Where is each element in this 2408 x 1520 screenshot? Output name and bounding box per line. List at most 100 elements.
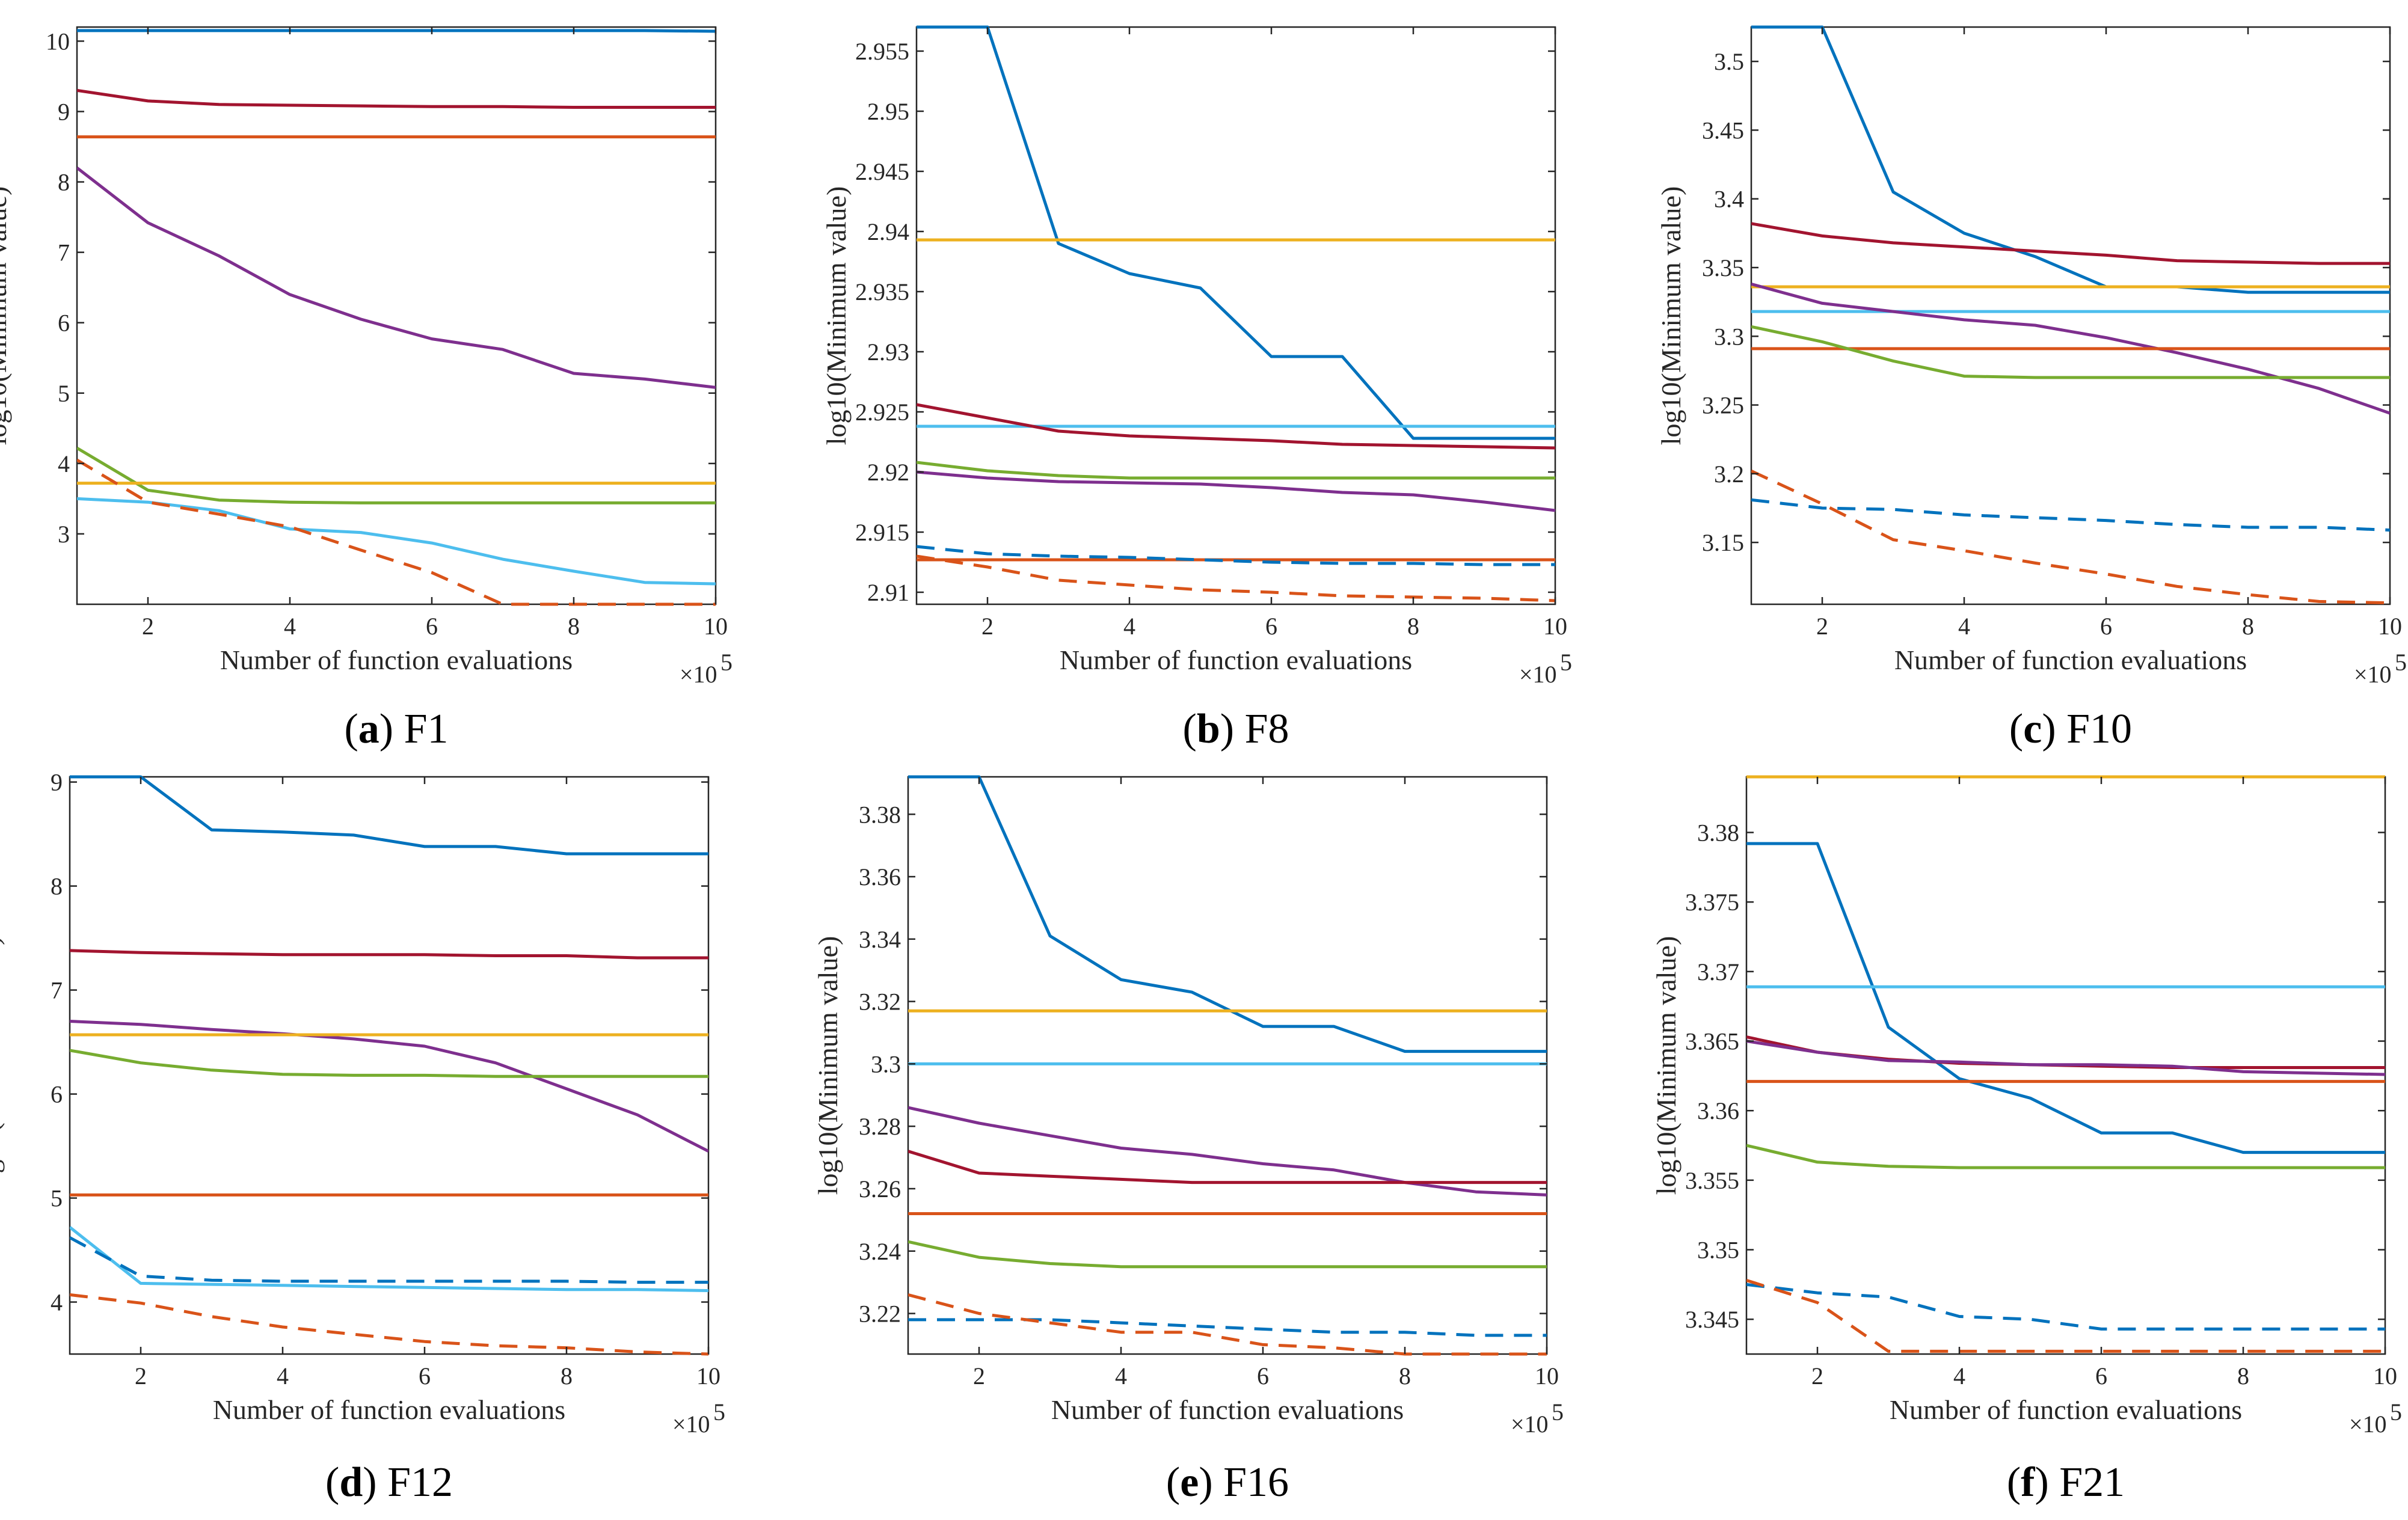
x-multiplier: ×10	[1519, 661, 1557, 688]
y-tick-label: 3.24	[859, 1238, 901, 1265]
series-line-green	[77, 446, 716, 504]
y-tick-label: 2.95	[867, 98, 909, 125]
x-axis-label: Number of function evaluations	[1890, 1394, 2242, 1425]
x-tick-label: 2	[1816, 613, 1828, 640]
y-tick-label: 2.92	[867, 459, 909, 486]
y-tick-label: 5	[58, 380, 70, 407]
x-tick-label: 4	[1958, 613, 1970, 640]
caption-letter: f	[2021, 1459, 2035, 1506]
x-tick-label: 8	[1407, 613, 1419, 640]
x-axis-label: Number of function evaluations	[220, 645, 573, 675]
x-exponent: 5	[2390, 1399, 2402, 1426]
series-line-dark_red	[1751, 222, 2390, 265]
series-line-green	[917, 461, 1555, 480]
y-axis-label: log10(Minimum value)	[1651, 936, 1682, 1195]
y-tick-label: 3.35	[1702, 254, 1744, 281]
x-tick-label: 4	[284, 613, 296, 640]
x-axis-label: Number of function evaluations	[213, 1394, 565, 1425]
x-tick-label: 2	[973, 1362, 985, 1390]
y-tick-label: 3.375	[1685, 889, 1739, 916]
x-multiplier: ×10	[1511, 1411, 1549, 1438]
x-tick-label: 8	[2242, 613, 2254, 640]
series-line-dark_red	[70, 949, 708, 960]
series-line-purple	[917, 470, 1555, 512]
series-line-blue	[1746, 842, 2385, 1154]
series-line-blue-dashed	[1746, 1282, 2385, 1331]
series-line-blue	[70, 775, 708, 856]
chart-panel-e: 2 4 6 8 10 3.22 3.24 3.26 3.28 3.3 3.32 3.34 3.36 3.3…	[812, 775, 1564, 1506]
panel-caption: (a) F1	[344, 706, 448, 752]
y-tick-label: 3.36	[1697, 1097, 1739, 1124]
y-tick-label: 3.3	[1714, 323, 1744, 350]
series-line-orange-dashed	[1746, 1279, 2385, 1353]
x-tick-label: 4	[1953, 1362, 1965, 1390]
y-tick-label: 6	[51, 1081, 63, 1108]
series-line-purple	[70, 1020, 708, 1153]
y-tick-label: 4	[58, 450, 70, 477]
y-tick-label: 7	[58, 239, 70, 266]
y-tick-label: 2.945	[855, 158, 909, 185]
series-line-orange-dashed	[77, 458, 716, 606]
y-axis-label: log10(Minimum value)	[821, 186, 852, 446]
panel-caption: (d) F12	[325, 1459, 453, 1506]
x-tick-label: 6	[2095, 1362, 2107, 1390]
chart-panel-a: 2 4 6 8 10 3 4 5 6 7 8 9 10 Number of function evalua…	[0, 26, 733, 752]
x-multiplier: ×10	[2349, 1411, 2387, 1438]
caption-letter: a	[358, 706, 379, 752]
series-line-orange-dashed	[70, 1293, 708, 1356]
plot-area	[76, 26, 717, 605]
series-line-blue	[1751, 25, 2390, 294]
chart-panel-c: 2 4 6 8 10 3.15 3.2 3.25 3.3 3.35 3.4 3.45 3.5 Number…	[1656, 25, 2407, 752]
y-tick-label: 9	[51, 769, 63, 796]
y-tick-label: 2.91	[867, 579, 909, 606]
series-line-light_blue	[77, 497, 716, 586]
caption-letter: e	[1180, 1459, 1199, 1506]
caption-function: F16	[1223, 1459, 1289, 1506]
y-tick-label: 3	[58, 521, 70, 548]
y-tick-label: 7	[51, 977, 63, 1004]
y-tick-label: 3.32	[859, 988, 901, 1016]
caption-function: F21	[2059, 1459, 2125, 1506]
y-tick-label: 8	[58, 169, 70, 196]
x-tick-label: 8	[1399, 1362, 1411, 1390]
series-line-dark_red	[77, 88, 716, 109]
y-tick-label: 3.37	[1697, 958, 1739, 985]
x-tick-label: 4	[1123, 613, 1135, 640]
y-tick-label: 2.935	[855, 278, 909, 305]
caption-function: F8	[1245, 706, 1289, 752]
x-tick-label: 6	[1257, 1362, 1269, 1390]
x-exponent: 5	[1552, 1399, 1564, 1426]
y-tick-label: 3.2	[1714, 461, 1744, 488]
y-tick-label: 3.22	[859, 1301, 901, 1328]
y-tick-label: 2.955	[855, 38, 909, 65]
series-line-dark_red	[908, 1150, 1547, 1184]
caption-function: F12	[387, 1459, 453, 1506]
x-tick-label: 8	[2237, 1362, 2249, 1390]
series-line-blue-dashed	[70, 1236, 708, 1284]
series-line-blue	[917, 25, 1555, 440]
y-tick-label: 3.45	[1702, 117, 1744, 144]
series-line-purple	[908, 1106, 1547, 1197]
series-line-orange-dashed	[917, 554, 1555, 602]
x-tick-label: 6	[2100, 613, 2112, 640]
x-tick-label: 4	[277, 1362, 289, 1390]
caption-letter: d	[339, 1459, 363, 1506]
series-line-purple	[77, 167, 716, 389]
y-axis-label: log10(Minimum value)	[0, 936, 5, 1195]
y-axis-label: log10(Minimum value)	[1656, 186, 1686, 446]
y-tick-label: 3.345	[1685, 1306, 1739, 1333]
x-tick-label: 2	[135, 1362, 147, 1390]
x-multiplier: ×10	[2354, 661, 2392, 688]
y-tick-label: 9	[58, 98, 70, 125]
chart-panel-d: 2 4 6 8 10 4 5 6 7 8 9 Number of function evaluatio…	[0, 769, 725, 1506]
y-tick-label: 3.36	[859, 863, 901, 890]
x-tick-label: 8	[561, 1362, 573, 1390]
caption-letter: c	[2023, 706, 2042, 752]
y-tick-label: 10	[46, 28, 70, 55]
x-exponent: 5	[1560, 649, 1572, 676]
plot-area	[907, 776, 1548, 1355]
x-axis-label: Number of function evaluations	[1051, 1394, 1404, 1425]
x-axis-label: Number of function evaluations	[1060, 645, 1412, 675]
series-line-blue	[908, 775, 1547, 1053]
series-line-blue-dashed	[1751, 498, 2390, 532]
